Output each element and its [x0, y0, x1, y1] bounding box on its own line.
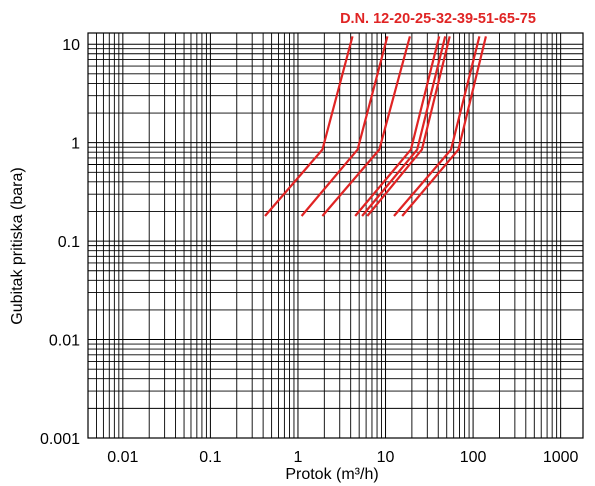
series-line-7 [393, 36, 481, 217]
series-line-2 [300, 36, 389, 217]
y-tick-label: 1 [71, 136, 80, 153]
x-tick-label: 0.01 [107, 449, 138, 466]
plot-frame [87, 32, 584, 439]
series-line-3 [321, 36, 411, 217]
y-tick-labels: 0.001 0.01 0.1 1 10 [40, 37, 80, 448]
series-line-8 [401, 36, 487, 217]
series-line-6 [366, 36, 451, 217]
series-line-4 [354, 36, 441, 217]
y-tick-label: 0.01 [49, 333, 80, 350]
series-group [264, 36, 487, 217]
x-tick-labels: 0.01 0.1 1 10 100 1000 [107, 449, 578, 466]
grid [87, 33, 583, 439]
y-axis-label: Gubitak pritiska (bara) [9, 167, 26, 324]
x-tick-label: 100 [460, 449, 487, 466]
series-line-5 [361, 36, 447, 217]
x-axis-label: Protok (m³/h) [285, 466, 378, 483]
x-tick-label: 10 [377, 449, 395, 466]
y-tick-label: 10 [62, 37, 80, 54]
x-tick-label: 1000 [543, 449, 579, 466]
x-tick-label: 0.1 [199, 449, 221, 466]
y-tick-label: 0.1 [58, 234, 80, 251]
chart-title: D.N. 12-20-25-32-39-51-65-75 [340, 11, 536, 27]
y-tick-label: 0.001 [40, 431, 80, 448]
x-tick-label: 1 [294, 449, 303, 466]
series-line-1 [264, 36, 354, 217]
